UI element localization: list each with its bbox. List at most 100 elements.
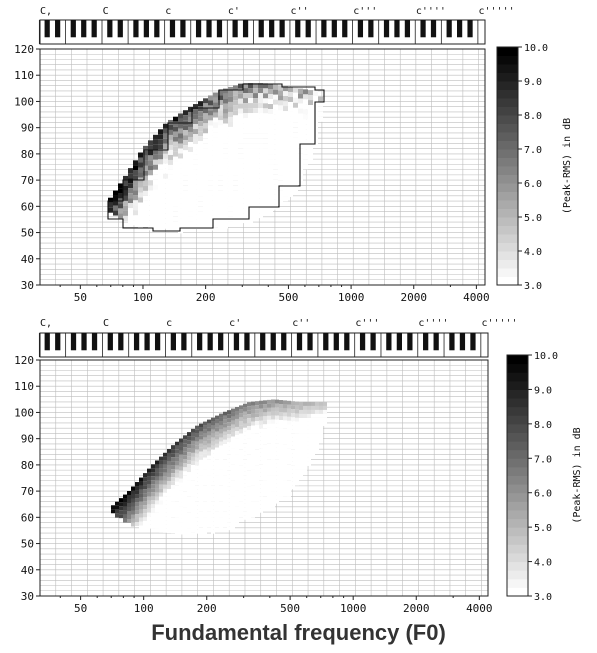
heatmap-cell [288,156,293,162]
heatmap-cell [291,409,295,414]
heatmap-cell [128,188,133,194]
heatmap-cell [183,175,188,181]
heatmap-cell [158,214,163,220]
note-label: c'' [291,6,309,17]
heatmap-cell [271,467,275,472]
heatmap-cell [235,486,239,491]
heatmap-cell [203,505,207,510]
heatmap-cell [167,520,171,525]
heatmap-cell [279,472,283,477]
heatmap-cell [203,429,207,434]
heatmap-cell [235,422,239,427]
heatmap-cell [279,432,283,437]
heatmap-cell [195,505,199,510]
heatmap-cell [239,445,243,450]
heatmap-cell [247,442,251,447]
heatmap-cell [227,514,231,519]
heatmap-cell [143,155,148,161]
heatmap-cell [231,500,235,505]
heatmap-cell [178,203,183,209]
note-label: C [103,6,109,17]
heatmap-cell [288,101,293,107]
heatmap-cell [228,211,233,217]
heatmap-cell [259,448,263,453]
heatmap-cell [267,495,271,500]
colorbar-step [507,535,528,545]
heatmap-cell [283,416,287,421]
heatmap-cell [319,417,323,422]
heatmap-cell [319,409,323,414]
heatmap-cell [231,484,235,489]
heatmap-cell [139,477,143,482]
heatmap-cell [267,447,271,452]
heatmap-cell [195,489,199,494]
heatmap-cell [235,426,239,431]
heatmap-cell [215,427,219,432]
heatmap-cell [248,203,253,209]
heatmap-cell [239,513,243,518]
heatmap-cell [235,498,239,503]
heatmap-cell [151,504,155,509]
heatmap-cell [247,434,251,439]
heatmap-cell [243,431,247,436]
heatmap-cell [307,421,311,426]
heatmap-cell [195,521,199,526]
heatmap-cell [208,220,213,226]
heatmap-cell [207,439,211,444]
heatmap-cell [243,208,248,214]
heatmap-cell [175,461,179,466]
heatmap-cell [198,161,203,167]
heatmap-cell [255,457,259,462]
heatmap-cell [243,475,247,480]
heatmap-cell [307,453,311,458]
heatmap-cell [187,460,191,465]
heatmap-cell [243,98,248,104]
heatmap-cell [239,425,243,430]
heatmap-cell [159,504,163,509]
black-key [459,333,466,351]
heatmap-cell [227,410,231,415]
heatmap-cell [188,221,193,227]
heatmap-cell [168,169,173,175]
heatmap-cell [243,123,248,129]
heatmap-cell [299,473,303,478]
heatmap-cell [143,205,148,211]
heatmap-cell [227,474,231,479]
heatmap-cell [138,192,143,198]
heatmap-cell [278,115,283,121]
heatmap-cell [291,465,295,470]
heatmap-cell [299,437,303,442]
heatmap-cell [223,467,227,472]
heatmap-cell [191,500,195,505]
heatmap-cell [183,475,187,480]
heatmap-cell [219,453,223,458]
heatmap-cell [307,425,311,430]
heatmap-cell [203,437,207,442]
heatmap-cell [199,531,203,536]
heatmap-cell [151,492,155,497]
heatmap-cell [203,425,207,430]
heatmap-cell [207,455,211,460]
colorbar-step [497,276,518,286]
heatmap-cell [228,171,233,177]
black-key [295,20,301,38]
heatmap-cell [211,477,215,482]
heatmap-cell [208,110,213,116]
black-key [446,20,452,38]
black-key [180,20,186,38]
heatmap-cells [111,399,327,537]
heatmap-cell [288,141,293,147]
x-tick-label: 1000 [338,291,365,304]
heatmap-cell [208,160,213,166]
heatmap-cell [248,168,253,174]
heatmap-cell [168,189,173,195]
heatmap-cell [233,150,238,156]
heatmap-cell [253,148,258,154]
heatmap-cell [243,198,248,204]
heatmap-cell [167,500,171,505]
heatmap-cell [263,173,268,179]
heatmap-cell [163,183,168,189]
heatmap-cell [168,154,173,160]
heatmap-cell [218,215,223,221]
black-key [323,333,329,351]
